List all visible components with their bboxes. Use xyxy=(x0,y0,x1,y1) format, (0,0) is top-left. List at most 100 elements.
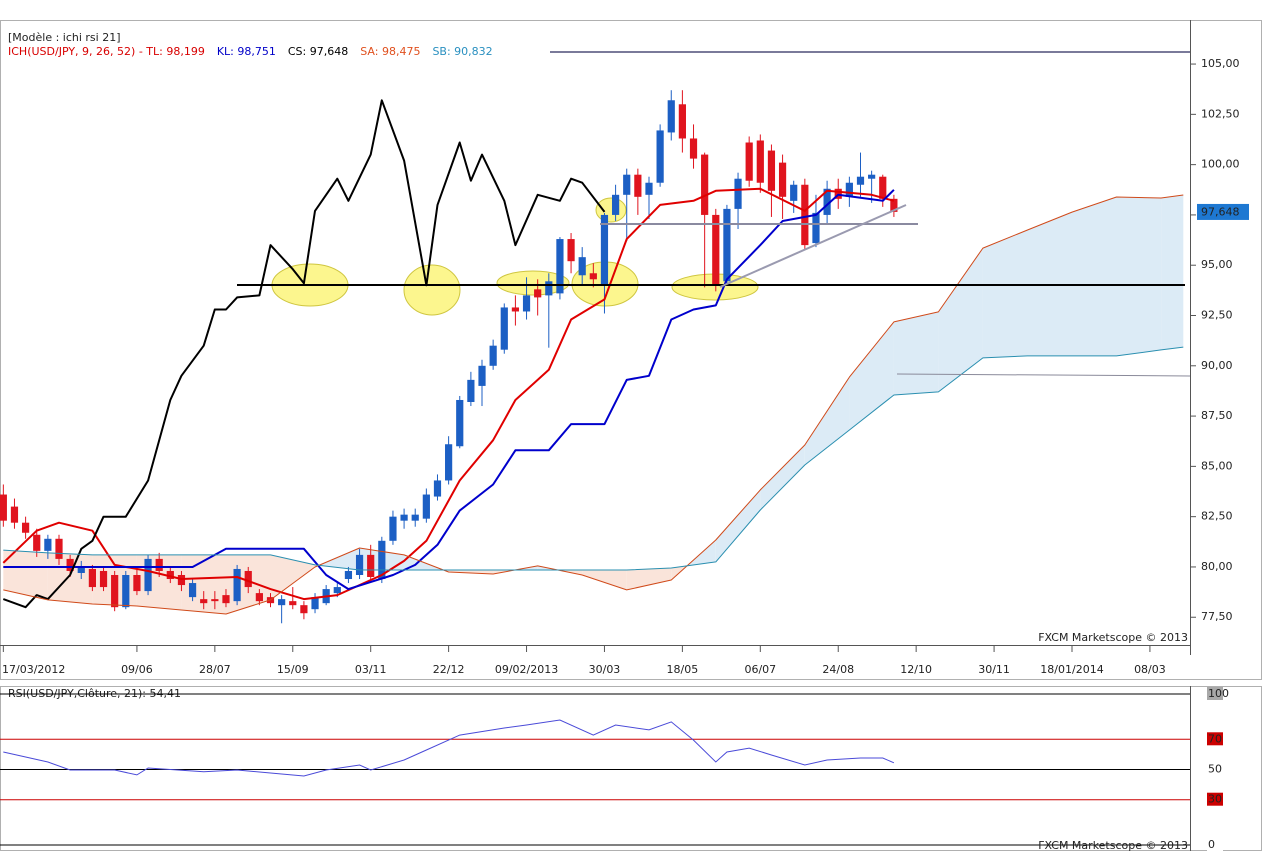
indicator-line xyxy=(2,187,895,601)
candle-body xyxy=(367,554,375,578)
candle-body xyxy=(767,150,776,191)
chart-title: [Modèle : ichi rsi 21] xyxy=(8,31,121,44)
candle-body xyxy=(344,570,353,580)
candle-body xyxy=(656,130,664,183)
candle-body xyxy=(712,214,720,286)
x-tick-label: 09/06 xyxy=(121,663,153,676)
y-tick-label: 82,50 xyxy=(1201,510,1233,523)
cloud xyxy=(760,445,805,510)
candle-body xyxy=(823,188,831,215)
annotation-lines xyxy=(237,51,1191,377)
y-tick-label: 77,50 xyxy=(1201,610,1233,623)
horizontal-line xyxy=(896,373,1191,377)
candle-body xyxy=(10,506,19,523)
price-tag-label: 97,648 xyxy=(1201,205,1240,218)
legend-entry: KL: 98,751 xyxy=(217,45,276,58)
candle-body xyxy=(567,239,575,262)
candle-body xyxy=(611,194,620,215)
y-tick-label-box xyxy=(1207,838,1223,851)
annotation-ellipses xyxy=(271,197,759,316)
cloud xyxy=(318,548,360,570)
candle-body xyxy=(689,138,698,159)
x-tick-label: 18/05 xyxy=(667,663,699,676)
y-tick-label: 90,00 xyxy=(1201,359,1233,372)
watermark: FXCM Marketscope © 2013 xyxy=(1038,839,1188,852)
x-tick-label: 18/01/2014 xyxy=(1040,663,1103,676)
highlight-ellipse xyxy=(403,264,461,316)
cloud xyxy=(982,230,1028,358)
candle-body xyxy=(456,399,464,447)
candle-body xyxy=(44,538,52,551)
legend-entry: SA: 98,475 xyxy=(360,45,420,58)
candle-body xyxy=(868,174,876,179)
candle-body xyxy=(278,599,286,606)
candle-body xyxy=(99,570,108,588)
cloud xyxy=(804,377,850,465)
candle-body xyxy=(77,566,85,573)
candle-body xyxy=(233,568,241,602)
candle-body xyxy=(578,257,586,276)
x-tick-label: 30/03 xyxy=(589,663,621,676)
candle-body xyxy=(701,154,709,215)
legend-entry: ICH(USD/JPY, 9, 26, 52) - TL: 98,199 xyxy=(8,45,205,58)
candle-body xyxy=(177,574,186,586)
candle-body xyxy=(88,568,96,588)
candle-body xyxy=(289,601,297,606)
cloud xyxy=(3,550,48,600)
candle-body xyxy=(333,587,341,594)
x-tick-label: 30/11 xyxy=(978,663,1010,676)
candle-body xyxy=(200,599,208,604)
candle-body xyxy=(122,574,130,608)
candle-body xyxy=(545,281,553,296)
candle-body xyxy=(745,142,753,181)
candle-body xyxy=(879,176,887,199)
candle-body xyxy=(422,494,430,519)
x-tick-label: 12/10 xyxy=(900,663,932,676)
candle-body xyxy=(55,538,63,559)
candle-body xyxy=(845,182,853,197)
cloud xyxy=(1072,197,1117,356)
candle-body xyxy=(300,605,308,614)
candle-body xyxy=(511,307,520,312)
candle-body xyxy=(166,570,174,580)
y-tick-label-box xyxy=(1207,762,1223,776)
candles-layer xyxy=(0,90,898,624)
y-tick-label: 87,50 xyxy=(1201,409,1233,422)
y-tick-label: 80,00 xyxy=(1201,560,1233,573)
candle-body xyxy=(790,184,798,201)
legend-entry: CS: 97,648 xyxy=(288,45,348,58)
price-tag xyxy=(1197,203,1249,220)
candle-body xyxy=(133,574,141,592)
candle-body xyxy=(778,162,787,197)
candle-body xyxy=(734,178,742,209)
rsi-frame xyxy=(0,686,1262,851)
candle-body xyxy=(522,295,531,312)
candle-body xyxy=(33,534,41,551)
y-tick-label: 95,00 xyxy=(1201,258,1233,271)
y-tick-label-box xyxy=(1207,732,1223,746)
y-tick-label: 50 xyxy=(1208,763,1222,776)
candle-body xyxy=(211,599,219,602)
x-tick-label: 15/09 xyxy=(277,663,309,676)
x-tick-label: 22/12 xyxy=(433,663,465,676)
candle-body xyxy=(255,593,263,602)
y-tick-label: 100 xyxy=(1208,687,1229,700)
candle-body xyxy=(467,379,475,403)
candle-body xyxy=(478,365,486,386)
candle-body xyxy=(534,289,542,298)
cloud xyxy=(626,568,672,590)
cloud xyxy=(715,489,761,562)
candle-body xyxy=(22,522,30,533)
candle-body xyxy=(556,239,564,294)
indicator-line xyxy=(3,189,895,591)
candle-body xyxy=(155,558,163,571)
candle-body xyxy=(600,214,609,286)
axes-layer: [Modèle : ichi rsi 21]ICH(USD/JPY, 9, 26… xyxy=(0,31,1249,852)
y-tick-label-box xyxy=(1207,687,1223,700)
candle-body xyxy=(667,100,675,133)
highlight-ellipse xyxy=(595,197,627,223)
candle-body xyxy=(623,174,631,195)
candle-body xyxy=(890,198,898,212)
x-tick-label: 03/11 xyxy=(355,663,387,676)
